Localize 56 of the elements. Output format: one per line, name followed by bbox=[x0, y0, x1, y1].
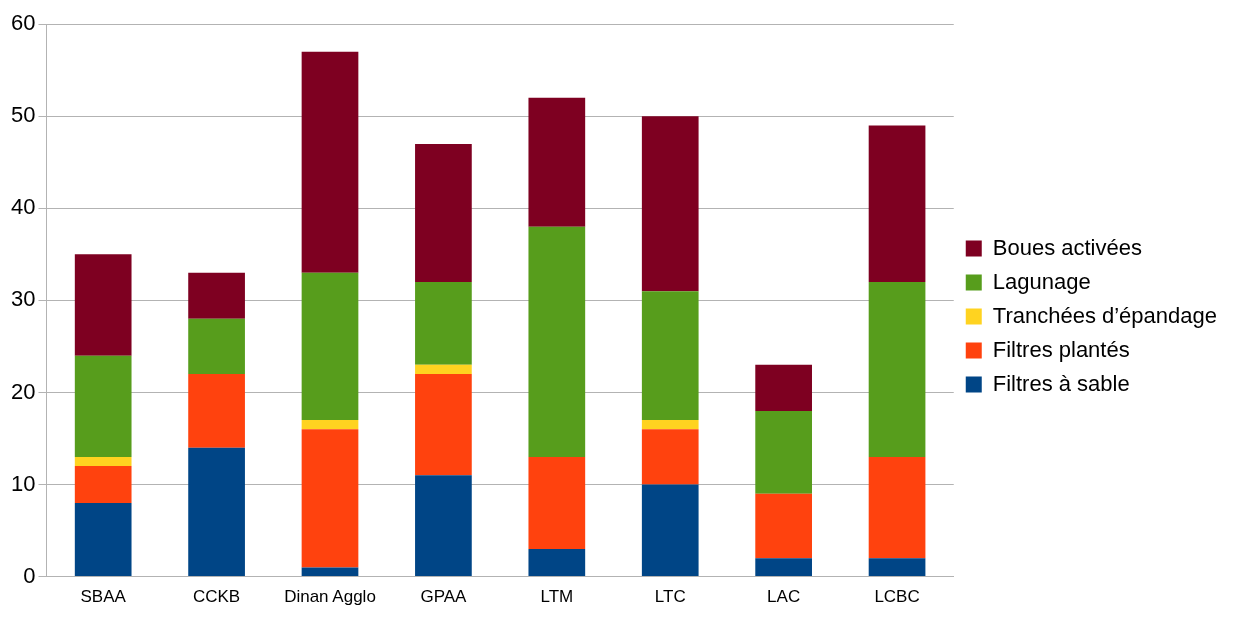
legend-label: Filtres à sable bbox=[992, 370, 1130, 396]
legend-label: Tranchées d’épandage bbox=[992, 302, 1218, 328]
x-tick-label: LTC bbox=[654, 587, 686, 607]
y-tick-label: 60 bbox=[10, 10, 36, 36]
bar bbox=[415, 475, 472, 577]
y-tick-label: 0 bbox=[23, 562, 36, 588]
x-tick-label: CCKB bbox=[192, 587, 241, 607]
bar bbox=[641, 484, 699, 577]
bar bbox=[415, 364, 472, 375]
y-tick-label: 40 bbox=[10, 194, 36, 220]
bar bbox=[188, 374, 245, 448]
bar bbox=[188, 272, 245, 319]
bar bbox=[528, 226, 586, 457]
bar bbox=[415, 143, 472, 282]
bar bbox=[301, 420, 359, 430]
bar bbox=[868, 125, 926, 282]
bar bbox=[641, 291, 699, 421]
bar bbox=[74, 355, 132, 457]
bar bbox=[74, 466, 132, 503]
bar bbox=[188, 447, 245, 577]
bar bbox=[868, 456, 926, 559]
bar bbox=[528, 548, 586, 577]
bar bbox=[868, 558, 926, 577]
y-tick-label: 20 bbox=[10, 378, 36, 404]
y-tick-label: 30 bbox=[10, 286, 36, 312]
bar bbox=[301, 51, 359, 273]
x-tick-label: SBAA bbox=[80, 587, 127, 607]
y-tick-label: 10 bbox=[10, 470, 36, 496]
bar bbox=[301, 567, 359, 577]
x-tick-label: LAC bbox=[767, 587, 801, 607]
bar bbox=[415, 374, 472, 476]
bar bbox=[301, 272, 359, 421]
y-tick-label: 50 bbox=[10, 102, 36, 128]
bar bbox=[74, 502, 132, 577]
bar bbox=[74, 254, 132, 356]
bar bbox=[528, 97, 586, 227]
bar bbox=[415, 281, 472, 365]
bar bbox=[74, 456, 132, 467]
x-tick-label: LCBC bbox=[874, 587, 920, 607]
legend-label: Boues activées bbox=[992, 234, 1142, 260]
bar bbox=[755, 493, 812, 559]
bar bbox=[755, 558, 812, 577]
x-tick-label: Dinan Agglo bbox=[284, 587, 376, 607]
x-tick-label: GPAA bbox=[420, 587, 468, 607]
bar bbox=[755, 364, 812, 411]
bar bbox=[641, 429, 699, 485]
bar bbox=[755, 410, 812, 494]
bar bbox=[868, 281, 926, 457]
legend-label: Filtres plantés bbox=[992, 336, 1130, 362]
bar bbox=[641, 420, 699, 430]
bar bbox=[301, 429, 359, 568]
bar bbox=[188, 318, 245, 375]
x-tick-label: LTM bbox=[540, 587, 574, 607]
bar bbox=[641, 116, 699, 292]
bar bbox=[528, 456, 586, 549]
legend-label: Lagunage bbox=[992, 268, 1091, 294]
